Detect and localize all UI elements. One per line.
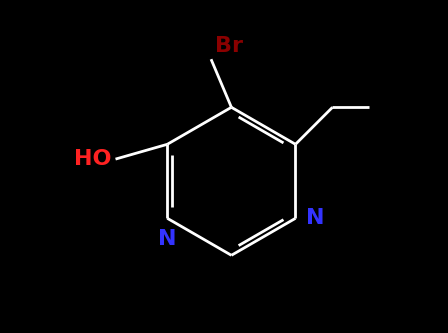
Text: N: N <box>306 208 324 228</box>
Text: N: N <box>158 229 177 249</box>
Text: HO: HO <box>74 149 112 169</box>
Text: Br: Br <box>215 36 243 56</box>
